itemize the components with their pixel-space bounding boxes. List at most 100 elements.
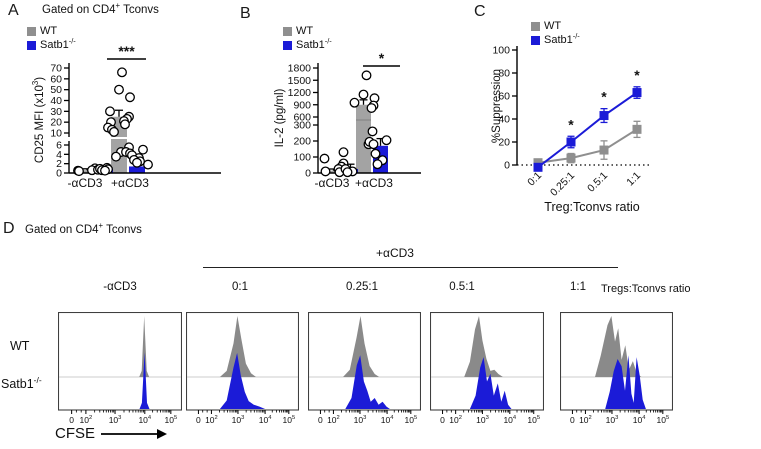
svg-text:20: 20 bbox=[50, 117, 62, 129]
acd3-span-line bbox=[203, 267, 618, 268]
svg-text:0: 0 bbox=[305, 168, 311, 180]
panel-c-plot: 0 20 40 60 80 100 * * * 0:1 0.25:1 0.5:1 1:1 Treg:Tco… bbox=[455, 0, 761, 225]
flow-column-title-3: 0.5:1 bbox=[449, 281, 475, 293]
panel-a-title: Gated on CD4+ Tconvs bbox=[42, 1, 159, 16]
svg-text:50: 50 bbox=[50, 84, 62, 96]
flow-column-4: 0 102 103 104 105 bbox=[560, 312, 673, 446]
flow-column-title-2: 0.25:1 bbox=[346, 281, 378, 293]
panel-d-title: Gated on CD4+ Tconvs bbox=[25, 221, 142, 236]
svg-text:40: 40 bbox=[498, 114, 510, 126]
svg-text:0.5:1: 0.5:1 bbox=[585, 170, 610, 195]
x-tick-label: 103 bbox=[108, 415, 122, 425]
svg-text:4: 4 bbox=[56, 149, 62, 161]
x-tick-label: 102 bbox=[449, 415, 462, 425]
svg-text:Treg:Tconvs ratio: Treg:Tconvs ratio bbox=[544, 200, 639, 214]
flow-column-title-1: 0:1 bbox=[232, 281, 248, 293]
satb1-legend-label: Satb1-/- bbox=[40, 36, 76, 51]
panel-a-plot: 10 20 30 40 50 60 70 0 2 4 6 -αCD3 +αCD3 *** bbox=[30, 46, 225, 204]
wt-histogram bbox=[464, 316, 503, 377]
wt-swatch-icon bbox=[531, 21, 540, 31]
x-tick-label: 104 bbox=[632, 415, 646, 425]
row-label-wt: WT bbox=[10, 339, 30, 353]
x-tick-label: 102 bbox=[79, 415, 93, 425]
svg-text:+αCD3: +αCD3 bbox=[111, 176, 149, 190]
svg-text:-αCD3: -αCD3 bbox=[315, 176, 350, 190]
panel-c-legend: WT Satb1-/- bbox=[531, 20, 580, 46]
svg-text:40: 40 bbox=[50, 95, 62, 107]
wt-legend-label: WT bbox=[296, 25, 314, 37]
svg-text:2: 2 bbox=[56, 158, 62, 170]
satb1-swatch-icon bbox=[283, 40, 292, 50]
flow-panel-box-2 bbox=[308, 312, 421, 414]
svg-text:+αCD3: +αCD3 bbox=[355, 176, 393, 190]
svg-text:*: * bbox=[379, 50, 385, 66]
wt-legend-label: WT bbox=[40, 25, 58, 37]
svg-text:***: *** bbox=[118, 46, 135, 59]
legend-row-wt: WT bbox=[27, 25, 76, 37]
x-tick-label: 105 bbox=[656, 415, 670, 425]
flow-panel-box-0 bbox=[58, 312, 182, 414]
satb1-histogram bbox=[345, 355, 390, 409]
panel-a-legend: WT Satb1-/- bbox=[27, 25, 76, 51]
wt-histogram bbox=[139, 316, 150, 377]
x-tick-label: 105 bbox=[404, 415, 418, 425]
x-tick-label: 104 bbox=[138, 415, 152, 425]
wt-bar-lower bbox=[356, 119, 371, 173]
satb1-points bbox=[338, 126, 392, 178]
wt-swatch-icon bbox=[283, 26, 292, 36]
panel-b-legend: WT Satb1-/- bbox=[283, 25, 332, 51]
svg-text:0: 0 bbox=[504, 160, 510, 172]
x-tick-label: 105 bbox=[164, 415, 178, 425]
panel-b-letter: B bbox=[240, 5, 251, 22]
wt-legend-label: WT bbox=[544, 20, 562, 32]
svg-text:6: 6 bbox=[56, 140, 62, 152]
x-tick-label: 0 bbox=[196, 415, 201, 425]
wt-swatch-icon bbox=[27, 26, 36, 36]
satb1-legend-label: Satb1-/- bbox=[296, 36, 332, 51]
svg-text:100: 100 bbox=[492, 45, 510, 57]
x-tick-label: 102 bbox=[579, 415, 592, 425]
x-tick-label: 102 bbox=[327, 415, 340, 425]
svg-text:1800: 1800 bbox=[288, 63, 312, 75]
row-label-satb1: Satb1-/- bbox=[1, 374, 42, 391]
x-tick-label: 0 bbox=[318, 415, 323, 425]
svg-text:20: 20 bbox=[498, 137, 510, 149]
tregs-ratio-label: Tregs:Tconvs ratio bbox=[601, 283, 691, 295]
legend-row-satb1: Satb1-/- bbox=[27, 36, 76, 51]
cfse-axis-label: CFSE bbox=[55, 425, 169, 442]
satb1-swatch-icon bbox=[531, 35, 540, 45]
svg-text:900: 900 bbox=[293, 99, 311, 111]
panel-a-letter: A bbox=[8, 2, 19, 19]
x-tick-label: 103 bbox=[231, 415, 245, 425]
right-arrow-icon bbox=[101, 428, 168, 439]
flow-column-2: 0 102 103 104 105 bbox=[308, 312, 421, 446]
x-tick-label: 0 bbox=[69, 415, 74, 425]
svg-text:60: 60 bbox=[50, 73, 62, 85]
acd3-treatment-label: +αCD3 bbox=[376, 246, 414, 260]
x-tick-label: 103 bbox=[353, 415, 367, 425]
x-tick-label: 105 bbox=[282, 415, 296, 425]
svg-text:1500: 1500 bbox=[288, 75, 312, 87]
svg-text:30: 30 bbox=[50, 106, 62, 118]
panel-c-letter: C bbox=[474, 3, 486, 20]
svg-text:0: 0 bbox=[56, 168, 62, 180]
satb1-swatch-icon bbox=[27, 40, 36, 50]
svg-text:-αCD3: -αCD3 bbox=[68, 176, 103, 190]
flow-column-1: 0 102 103 104 105 bbox=[186, 312, 299, 446]
x-tick-label: 103 bbox=[476, 415, 489, 425]
x-tick-label: 0 bbox=[570, 415, 575, 425]
legend-row-satb1: Satb1-/- bbox=[283, 36, 332, 51]
svg-text:10: 10 bbox=[50, 128, 62, 140]
svg-text:80: 80 bbox=[498, 68, 510, 80]
x-tick-label: 104 bbox=[503, 415, 517, 425]
svg-text:1200: 1200 bbox=[288, 87, 312, 99]
x-tick-label: 104 bbox=[258, 415, 272, 425]
wt-histogram bbox=[343, 316, 380, 377]
flow-column-title-0: -αCD3 bbox=[103, 281, 137, 293]
legend-row-wt: WT bbox=[531, 20, 580, 32]
satb1-histogram bbox=[139, 352, 150, 409]
svg-text:0.25:1: 0.25:1 bbox=[548, 170, 577, 199]
